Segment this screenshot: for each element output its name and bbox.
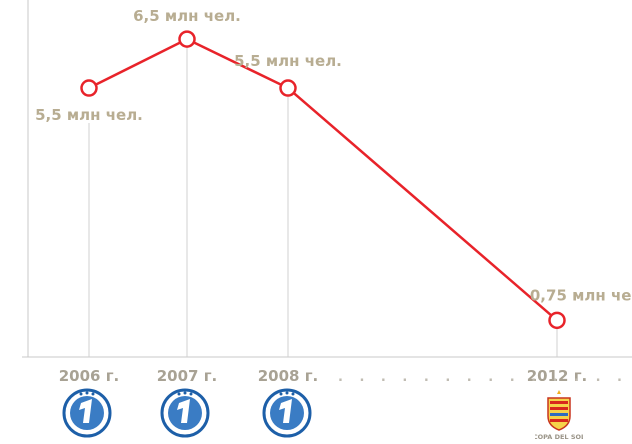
- x-tick-label: 2006 г.: [59, 367, 120, 385]
- x-tick-label: 2008 г.: [258, 367, 319, 385]
- first-channel-cup-logo-2006: [62, 388, 112, 438]
- axis-break-dots: . . . . . . . . . . . . . .: [338, 370, 628, 385]
- data-point: [178, 30, 196, 48]
- copa-del-sol-text: COPA DEL SOL: [535, 433, 583, 441]
- data-label: 5,5 млн чел.: [35, 106, 143, 124]
- data-label: 6,5 млн чел.: [133, 7, 241, 25]
- first-channel-cup-logo-2008: [262, 388, 312, 438]
- data-label: 0,75 млн чел.: [530, 286, 632, 304]
- data-point: [548, 311, 566, 330]
- x-tick-label: 2012 г.: [527, 367, 588, 385]
- x-tick-label: 2007 г.: [157, 367, 218, 385]
- first-channel-cup-logo-2007: [160, 388, 210, 438]
- data-point: [279, 79, 297, 97]
- series-line: [88, 37, 558, 322]
- data-point: [80, 79, 98, 97]
- copa-del-sol-logo: COPA DEL SOL: [535, 390, 583, 441]
- data-label: 5,5 млн чел.: [234, 52, 342, 70]
